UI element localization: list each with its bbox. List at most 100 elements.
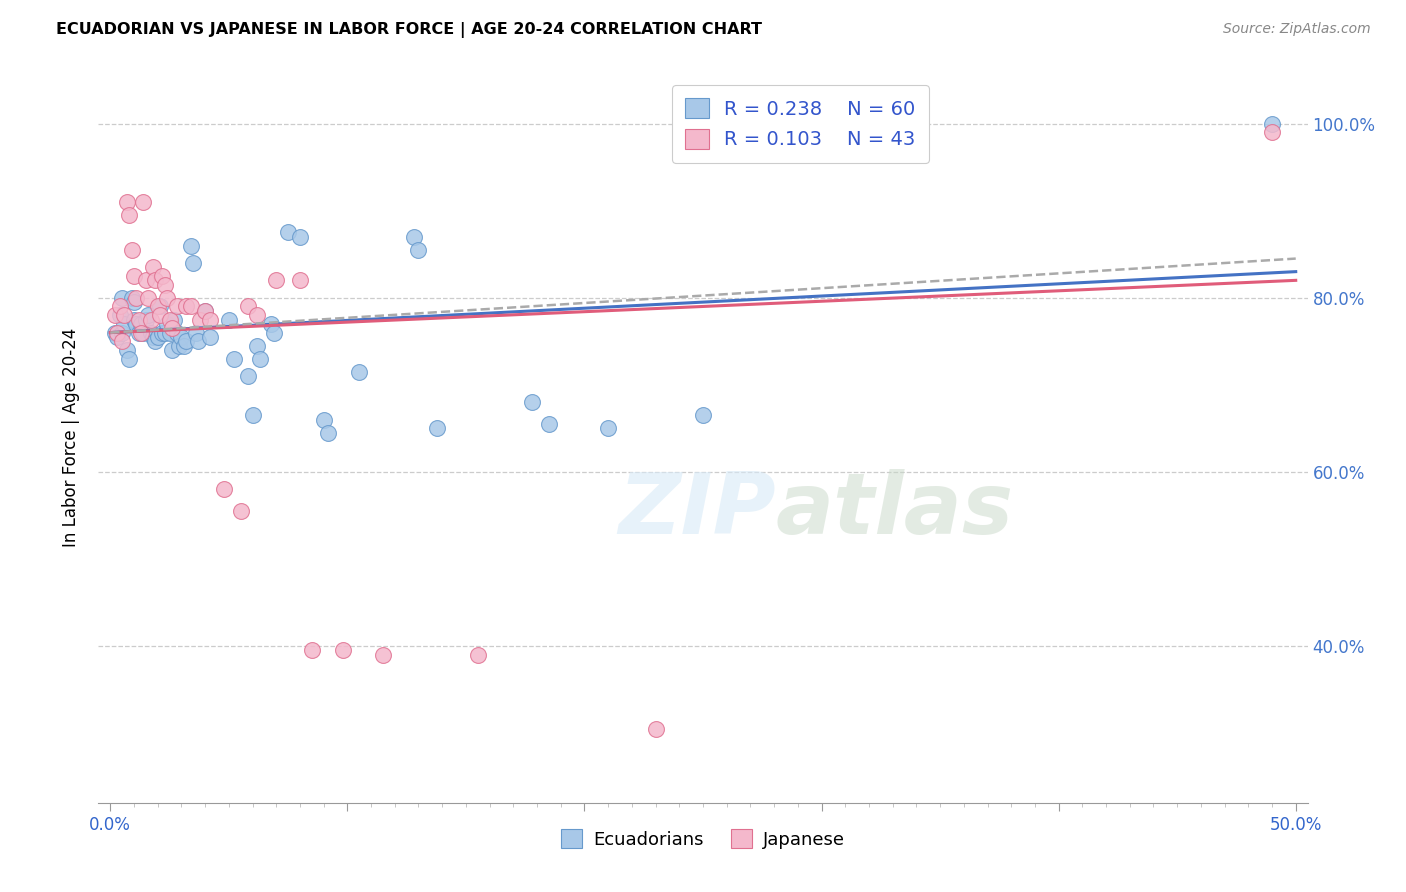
Point: [121, 243, 143, 257]
Point: [222, 351, 245, 366]
Point: [312, 412, 335, 426]
Point: [467, 648, 489, 662]
Point: [128, 312, 150, 326]
Point: [264, 273, 287, 287]
Point: [288, 229, 311, 244]
Point: [1261, 117, 1284, 131]
Point: [174, 300, 197, 314]
Point: [198, 330, 221, 344]
Point: [236, 369, 259, 384]
Point: [142, 260, 165, 275]
Point: [118, 208, 141, 222]
Point: [136, 291, 159, 305]
Point: [180, 300, 202, 314]
Text: ECUADORIAN VS JAPANESE IN LABOR FORCE | AGE 20-24 CORRELATION CHART: ECUADORIAN VS JAPANESE IN LABOR FORCE | …: [56, 22, 762, 38]
Point: [332, 643, 354, 657]
Point: [139, 312, 162, 326]
Point: [149, 300, 172, 314]
Point: [174, 334, 197, 349]
Point: [104, 326, 127, 340]
Point: [644, 722, 666, 736]
Point: [598, 421, 620, 435]
Point: [122, 312, 145, 326]
Point: [149, 308, 172, 322]
Point: [260, 317, 283, 331]
Point: [288, 273, 311, 287]
Point: [104, 308, 127, 322]
Point: [318, 425, 340, 440]
Point: [190, 312, 212, 326]
Point: [187, 334, 209, 349]
Point: [277, 226, 299, 240]
Point: [194, 303, 217, 318]
Text: Source: ZipAtlas.com: Source: ZipAtlas.com: [1223, 22, 1371, 37]
Point: [108, 308, 131, 322]
Point: [128, 326, 150, 340]
Point: [160, 343, 183, 357]
Point: [263, 326, 285, 340]
Point: [236, 300, 259, 314]
Point: [136, 308, 159, 322]
Point: [111, 326, 134, 340]
Y-axis label: In Labor Force | Age 20-24: In Labor Force | Age 20-24: [62, 327, 80, 547]
Point: [166, 300, 188, 314]
Point: [152, 268, 174, 283]
Point: [111, 334, 134, 349]
Point: [170, 330, 193, 344]
Point: [122, 295, 145, 310]
Point: [159, 326, 181, 340]
Point: [537, 417, 560, 431]
Point: [105, 330, 128, 344]
Point: [129, 326, 152, 340]
Point: [143, 334, 166, 349]
Text: atlas: atlas: [776, 468, 1014, 552]
Point: [132, 326, 155, 340]
Point: [114, 317, 136, 331]
Point: [242, 409, 264, 423]
Point: [143, 273, 166, 287]
Point: [156, 317, 179, 331]
Point: [229, 504, 252, 518]
Point: [118, 351, 141, 366]
Point: [173, 338, 195, 352]
Point: [111, 291, 134, 305]
Point: [139, 326, 162, 340]
Point: [156, 291, 179, 305]
Point: [122, 268, 145, 283]
Point: [167, 338, 190, 352]
Text: ZIP: ZIP: [617, 468, 776, 552]
Point: [522, 395, 544, 409]
Point: [135, 312, 157, 326]
Point: [402, 229, 425, 244]
Point: [371, 648, 394, 662]
Point: [125, 317, 148, 331]
Point: [115, 194, 138, 209]
Point: [692, 409, 714, 423]
Point: [163, 312, 186, 326]
Point: [153, 326, 176, 340]
Point: [129, 317, 152, 331]
Point: [181, 256, 204, 270]
Point: [132, 194, 155, 209]
Point: [408, 243, 430, 257]
Point: [142, 330, 165, 344]
Point: [159, 312, 181, 326]
Point: [249, 351, 271, 366]
Point: [121, 291, 143, 305]
Point: [135, 273, 157, 287]
Point: [212, 483, 235, 497]
Point: [194, 303, 217, 318]
Point: [153, 277, 176, 292]
Point: [301, 643, 323, 657]
Point: [426, 421, 449, 435]
Legend: Ecuadorians, Japanese: Ecuadorians, Japanese: [554, 822, 852, 856]
Point: [152, 326, 174, 340]
Point: [218, 312, 240, 326]
Point: [146, 330, 169, 344]
Point: [246, 308, 269, 322]
Point: [114, 308, 136, 322]
Point: [105, 326, 128, 340]
Point: [198, 312, 221, 326]
Point: [184, 326, 207, 340]
Point: [180, 238, 202, 252]
